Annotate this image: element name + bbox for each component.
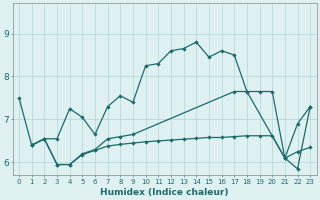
X-axis label: Humidex (Indice chaleur): Humidex (Indice chaleur) [100, 188, 229, 197]
